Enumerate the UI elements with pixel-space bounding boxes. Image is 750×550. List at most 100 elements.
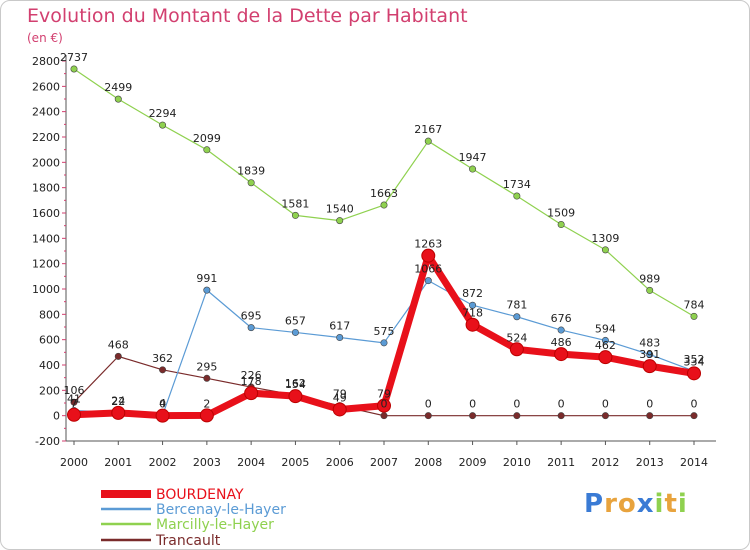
data-label: 7 — [71, 397, 78, 410]
data-point — [557, 412, 565, 420]
y-tick-label: 1600 — [32, 207, 60, 220]
data-point — [513, 313, 521, 321]
data-label: 617 — [329, 320, 350, 333]
x-tick-label: 2000 — [60, 456, 88, 469]
data-point — [424, 137, 432, 145]
logo-letter: t — [664, 489, 678, 519]
data-label: 4 — [159, 397, 166, 410]
data-point — [421, 248, 436, 263]
data-label: 106 — [64, 384, 85, 397]
chart-subtitle: (en €) — [27, 31, 63, 45]
data-point — [601, 336, 609, 344]
data-label: 391 — [639, 348, 660, 361]
data-point — [114, 352, 122, 360]
data-point — [469, 412, 477, 420]
data-point — [690, 412, 698, 420]
y-tick-label: -200 — [35, 435, 60, 448]
data-point — [601, 412, 609, 420]
data-label: 0 — [646, 398, 653, 411]
data-point — [336, 217, 344, 225]
data-label: 1947 — [459, 151, 487, 164]
data-label: 154 — [285, 378, 306, 391]
data-point — [380, 412, 388, 420]
data-label: 462 — [595, 339, 616, 352]
data-label: 989 — [639, 272, 660, 285]
data-point — [247, 179, 255, 187]
data-label: 2294 — [149, 107, 177, 120]
data-point — [598, 350, 613, 365]
data-point — [111, 405, 126, 420]
legend-label: Trancault — [155, 533, 221, 549]
data-label: 41 — [67, 392, 81, 405]
data-label: 483 — [639, 336, 660, 349]
data-label: 178 — [241, 375, 262, 388]
y-tick-label: 0 — [53, 410, 60, 423]
data-label: 295 — [196, 360, 217, 373]
x-tick-label: 2009 — [459, 456, 487, 469]
data-label: 352 — [684, 353, 705, 366]
data-label: 872 — [462, 287, 483, 300]
data-label: 49 — [333, 391, 347, 404]
data-point — [469, 301, 477, 309]
data-point — [203, 286, 211, 294]
logo-letter: r — [604, 489, 618, 519]
logo-letter: P — [584, 489, 605, 519]
chart-title: Evolution du Montant de la Dette par Hab… — [27, 5, 468, 27]
data-label: 2167 — [414, 123, 442, 136]
x-tick-label: 2013 — [636, 456, 664, 469]
x-tick-label: 2002 — [149, 456, 177, 469]
data-label: 362 — [152, 352, 173, 365]
data-label: 575 — [374, 325, 395, 338]
data-label: 24 — [111, 395, 125, 408]
series-lines — [67, 65, 701, 423]
y-tick-label: 2800 — [32, 55, 60, 68]
x-tick-label: 2010 — [503, 456, 531, 469]
x-tick-label: 2008 — [414, 456, 442, 469]
data-point — [203, 374, 211, 382]
data-label: 0 — [381, 398, 388, 411]
x-tick-label: 2005 — [281, 456, 309, 469]
x-tick-label: 2011 — [547, 456, 575, 469]
proxiti-logo: Proxiti — [584, 489, 688, 519]
data-label: 718 — [462, 307, 483, 320]
data-point — [70, 65, 78, 73]
data-label: 162 — [285, 377, 306, 390]
y-tick-label: 2600 — [32, 80, 60, 93]
data-point — [513, 412, 521, 420]
data-point — [288, 389, 303, 404]
logo-letter: i — [677, 489, 688, 519]
data-point — [509, 342, 524, 357]
data-label: 781 — [506, 299, 527, 312]
data-point — [380, 339, 388, 347]
logo-letter: x — [636, 489, 655, 519]
legend-label: Marcilly-le-Hayer — [156, 517, 274, 533]
x-tick-label: 2001 — [104, 456, 132, 469]
data-point — [155, 408, 170, 423]
x-tick-label: 2004 — [237, 456, 265, 469]
data-label: 2737 — [60, 51, 88, 64]
logo-letter: i — [654, 489, 665, 519]
data-point — [513, 192, 521, 200]
legend-label: BOURDENAY — [156, 487, 244, 503]
data-label: 695 — [241, 310, 262, 323]
data-point — [642, 359, 657, 374]
data-point — [377, 398, 391, 413]
data-label: 0 — [425, 398, 432, 411]
data-point — [67, 407, 81, 422]
data-point — [159, 121, 167, 129]
y-tick-label: 600 — [39, 334, 60, 347]
x-tick-label: 2014 — [680, 456, 708, 469]
data-label: 1509 — [547, 207, 575, 220]
data-label: 657 — [285, 314, 306, 327]
data-label: 468 — [108, 338, 129, 351]
data-point — [291, 211, 299, 219]
data-label: 1540 — [326, 203, 354, 216]
data-point — [244, 386, 259, 401]
data-label: 2 — [203, 397, 210, 410]
data-point — [203, 146, 211, 154]
data-label: 1309 — [591, 232, 619, 245]
logo-letter: o — [617, 489, 637, 519]
